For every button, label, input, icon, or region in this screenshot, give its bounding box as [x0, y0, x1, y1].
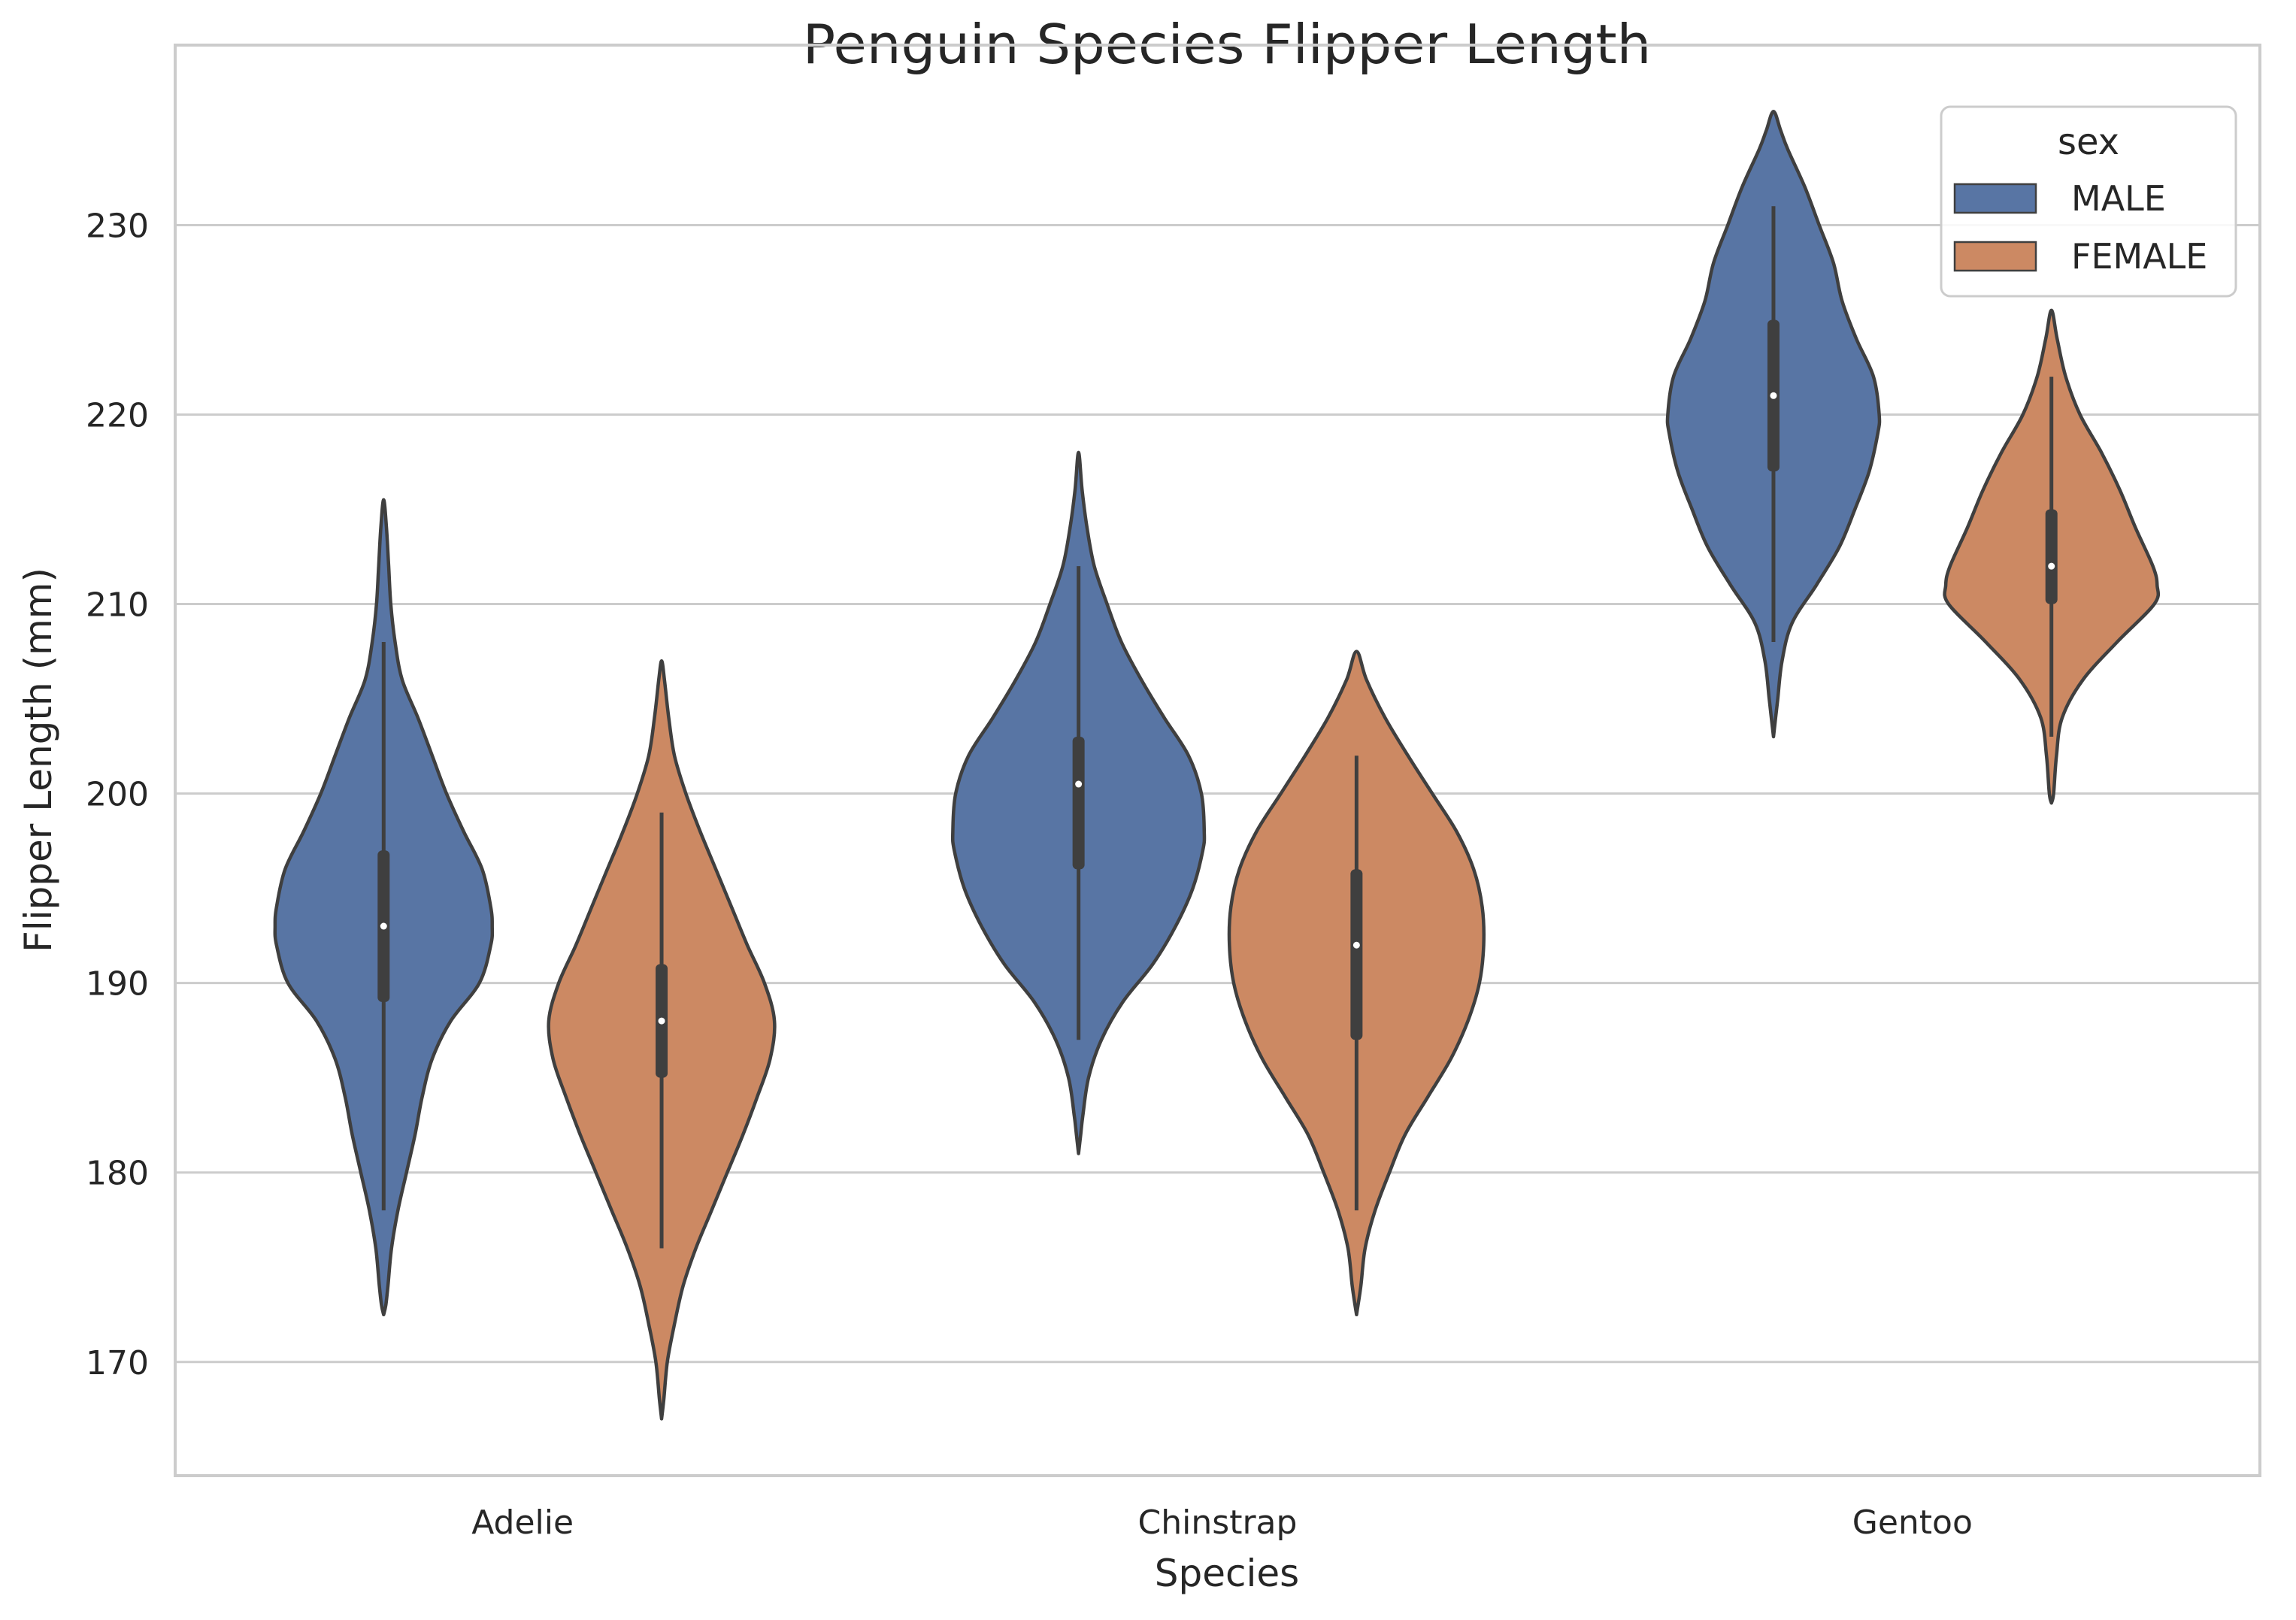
y-tick-label-180: 180 — [86, 1155, 149, 1193]
x-axis-label: Species — [1155, 1552, 1299, 1595]
gridlines — [175, 223, 2260, 1364]
median-dot-gentoo-female — [2048, 562, 2055, 570]
median-dot-gentoo-male — [1770, 392, 1777, 399]
iqr-box-chinstrap-female — [1350, 869, 1363, 1040]
legend-label-female: FEMALE — [2071, 236, 2207, 277]
y-tick-label-200: 200 — [86, 776, 149, 814]
x-tick-labels: Adelie Chinstrap Gentoo — [471, 1503, 1973, 1542]
legend: sex MALE FEMALE — [1940, 105, 2237, 298]
median-dot-adelie-female — [658, 1017, 665, 1025]
y-tick-label-210: 210 — [86, 586, 149, 625]
iqr-box-gentoo-female — [2045, 509, 2058, 604]
median-dot-adelie-male — [380, 922, 387, 930]
median-dot-chinstrap-male — [1075, 780, 1083, 788]
median-dot-chinstrap-female — [1352, 941, 1360, 949]
y-tick-label-170: 170 — [86, 1344, 149, 1382]
y-tick-label-220: 220 — [86, 397, 149, 435]
iqr-box-chinstrap-male — [1072, 736, 1085, 870]
violins — [273, 109, 2161, 1421]
legend-swatch-male — [1953, 183, 2037, 214]
y-tick-label-190: 190 — [86, 965, 149, 1004]
x-tick-label-chinstrap: Chinstrap — [1138, 1503, 1298, 1542]
legend-title: sex — [2058, 121, 2119, 163]
legend-swatch-female — [1953, 241, 2037, 272]
y-tick-labels: 170 180 190 200 210 220 230 — [86, 207, 149, 1382]
x-tick-label-adelie: Adelie — [471, 1503, 574, 1542]
x-tick-label-gentoo: Gentoo — [1852, 1503, 1973, 1542]
plot-frame — [174, 44, 2261, 1477]
y-tick-label-230: 230 — [86, 207, 149, 245]
legend-label-male: MALE — [2071, 178, 2166, 219]
y-axis-label: Flipper Length (mm) — [17, 568, 60, 952]
